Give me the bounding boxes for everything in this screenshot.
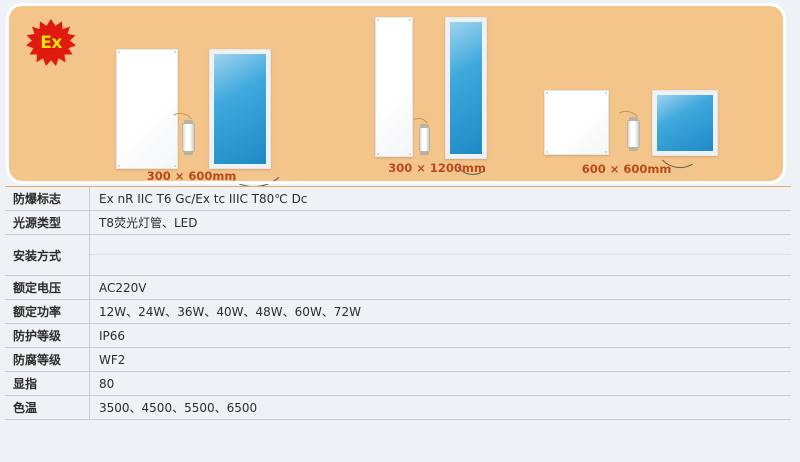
spec-label-color-temperature: 色温 <box>5 396 90 419</box>
driver-body <box>627 120 640 148</box>
spec-label-light-source: 光源类型 <box>5 211 90 234</box>
spec-label-ip-rating: 防护等级 <box>5 324 90 347</box>
driver-cap-top <box>628 117 639 120</box>
driver-cap-bottom <box>420 152 429 155</box>
explosion-proof-ex-icon: Ex <box>26 19 76 67</box>
panel-white-300x1200 <box>375 17 413 157</box>
spec-value-corrosion-rating: WF2 <box>99 352 126 367</box>
product-group-300x600: 300 × 600mm <box>104 41 288 190</box>
table-row: 光源类型 T8荧光灯管、LED <box>5 211 791 235</box>
driver-cap-top <box>183 120 194 123</box>
table-row: 色温 3500、4500、5500、6500 <box>5 396 791 420</box>
corner-screw-icon <box>174 165 176 167</box>
ex-badge-label: Ex <box>40 33 62 53</box>
spec-value-color-temperature: 3500、4500、5500、6500 <box>99 401 258 415</box>
corner-screw-icon <box>118 51 120 53</box>
corner-screw-icon <box>377 153 379 155</box>
spec-value-ex-marking: Ex nR IIC T6 Gc/Ex tc IIIC T80℃ Dc <box>99 191 308 206</box>
spec-value-rated-voltage: AC220V <box>99 280 147 295</box>
panel-blue-300x1200 <box>445 17 487 159</box>
spec-value-ip-rating: IP66 <box>99 328 126 343</box>
table-row: 防腐等级 WF2 <box>5 348 791 372</box>
spec-label-rated-voltage: 额定电压 <box>5 276 90 299</box>
corner-screw-icon <box>409 19 411 21</box>
corner-screw-icon <box>409 153 411 155</box>
driver-cap-top <box>420 124 429 127</box>
led-driver-box <box>419 124 430 155</box>
corner-screw-icon <box>605 92 607 94</box>
table-row: 防爆标志 Ex nR IIC T6 Gc/Ex tc IIIC T80℃ Dc <box>5 187 791 211</box>
spec-subcell-empty <box>90 255 791 275</box>
driver-cap-bottom <box>628 148 639 151</box>
panel-white-300x600 <box>116 49 178 169</box>
driver-cap-bottom <box>183 152 194 155</box>
table-row: 额定电压 AC220V <box>5 276 791 300</box>
driver-body <box>182 123 195 152</box>
spec-label-cri: 显指 <box>5 372 90 395</box>
spec-subcell-empty <box>90 235 791 255</box>
product-banner: Ex 300 × 600mm <box>9 6 783 190</box>
driver-body <box>419 127 430 152</box>
specification-table: 防爆标志 Ex nR IIC T6 Gc/Ex tc IIIC T80℃ Dc … <box>5 186 791 420</box>
spec-value-rated-power: 12W、24W、36W、40W、48W、60W、72W <box>99 305 361 319</box>
product-group-600x600: 600 × 600mm <box>534 76 719 181</box>
dimension-label-300x1200: 300 × 1200mm <box>388 161 486 175</box>
table-row: 显指 80 <box>5 372 791 396</box>
table-row: 安装方式 <box>5 235 791 276</box>
corner-screw-icon <box>605 151 607 153</box>
table-row: 额定功率 12W、24W、36W、40W、48W、60W、72W <box>5 300 791 324</box>
dimension-label-600x600: 600 × 600mm <box>581 162 672 176</box>
spec-value-install-method <box>90 235 791 275</box>
panel-light-face <box>657 95 713 151</box>
corner-screw-icon <box>377 19 379 21</box>
panel-blue-600x600 <box>652 90 718 156</box>
led-driver-box <box>627 117 640 151</box>
spec-label-rated-power: 额定功率 <box>5 300 90 323</box>
dimension-label-300x600: 300 × 600mm <box>146 169 237 183</box>
table-row: 防护等级 IP66 <box>5 324 791 348</box>
spec-label-corrosion-rating: 防腐等级 <box>5 348 90 371</box>
spec-value-cri: 80 <box>99 376 115 391</box>
product-group-300x1200: 300 × 1200mm <box>357 11 517 181</box>
corner-screw-icon <box>546 151 548 153</box>
spec-label-install-method: 安装方式 <box>5 235 90 275</box>
panel-light-face <box>450 22 482 154</box>
spec-value-light-source: T8荧光灯管、LED <box>99 216 198 230</box>
spec-label-ex-marking: 防爆标志 <box>5 187 90 210</box>
corner-screw-icon <box>118 165 120 167</box>
corner-screw-icon <box>546 92 548 94</box>
panel-white-600x600 <box>544 90 609 155</box>
panel-light-face <box>214 54 266 164</box>
led-driver-box <box>182 120 195 155</box>
panel-blue-300x600 <box>209 49 271 169</box>
corner-screw-icon <box>174 51 176 53</box>
